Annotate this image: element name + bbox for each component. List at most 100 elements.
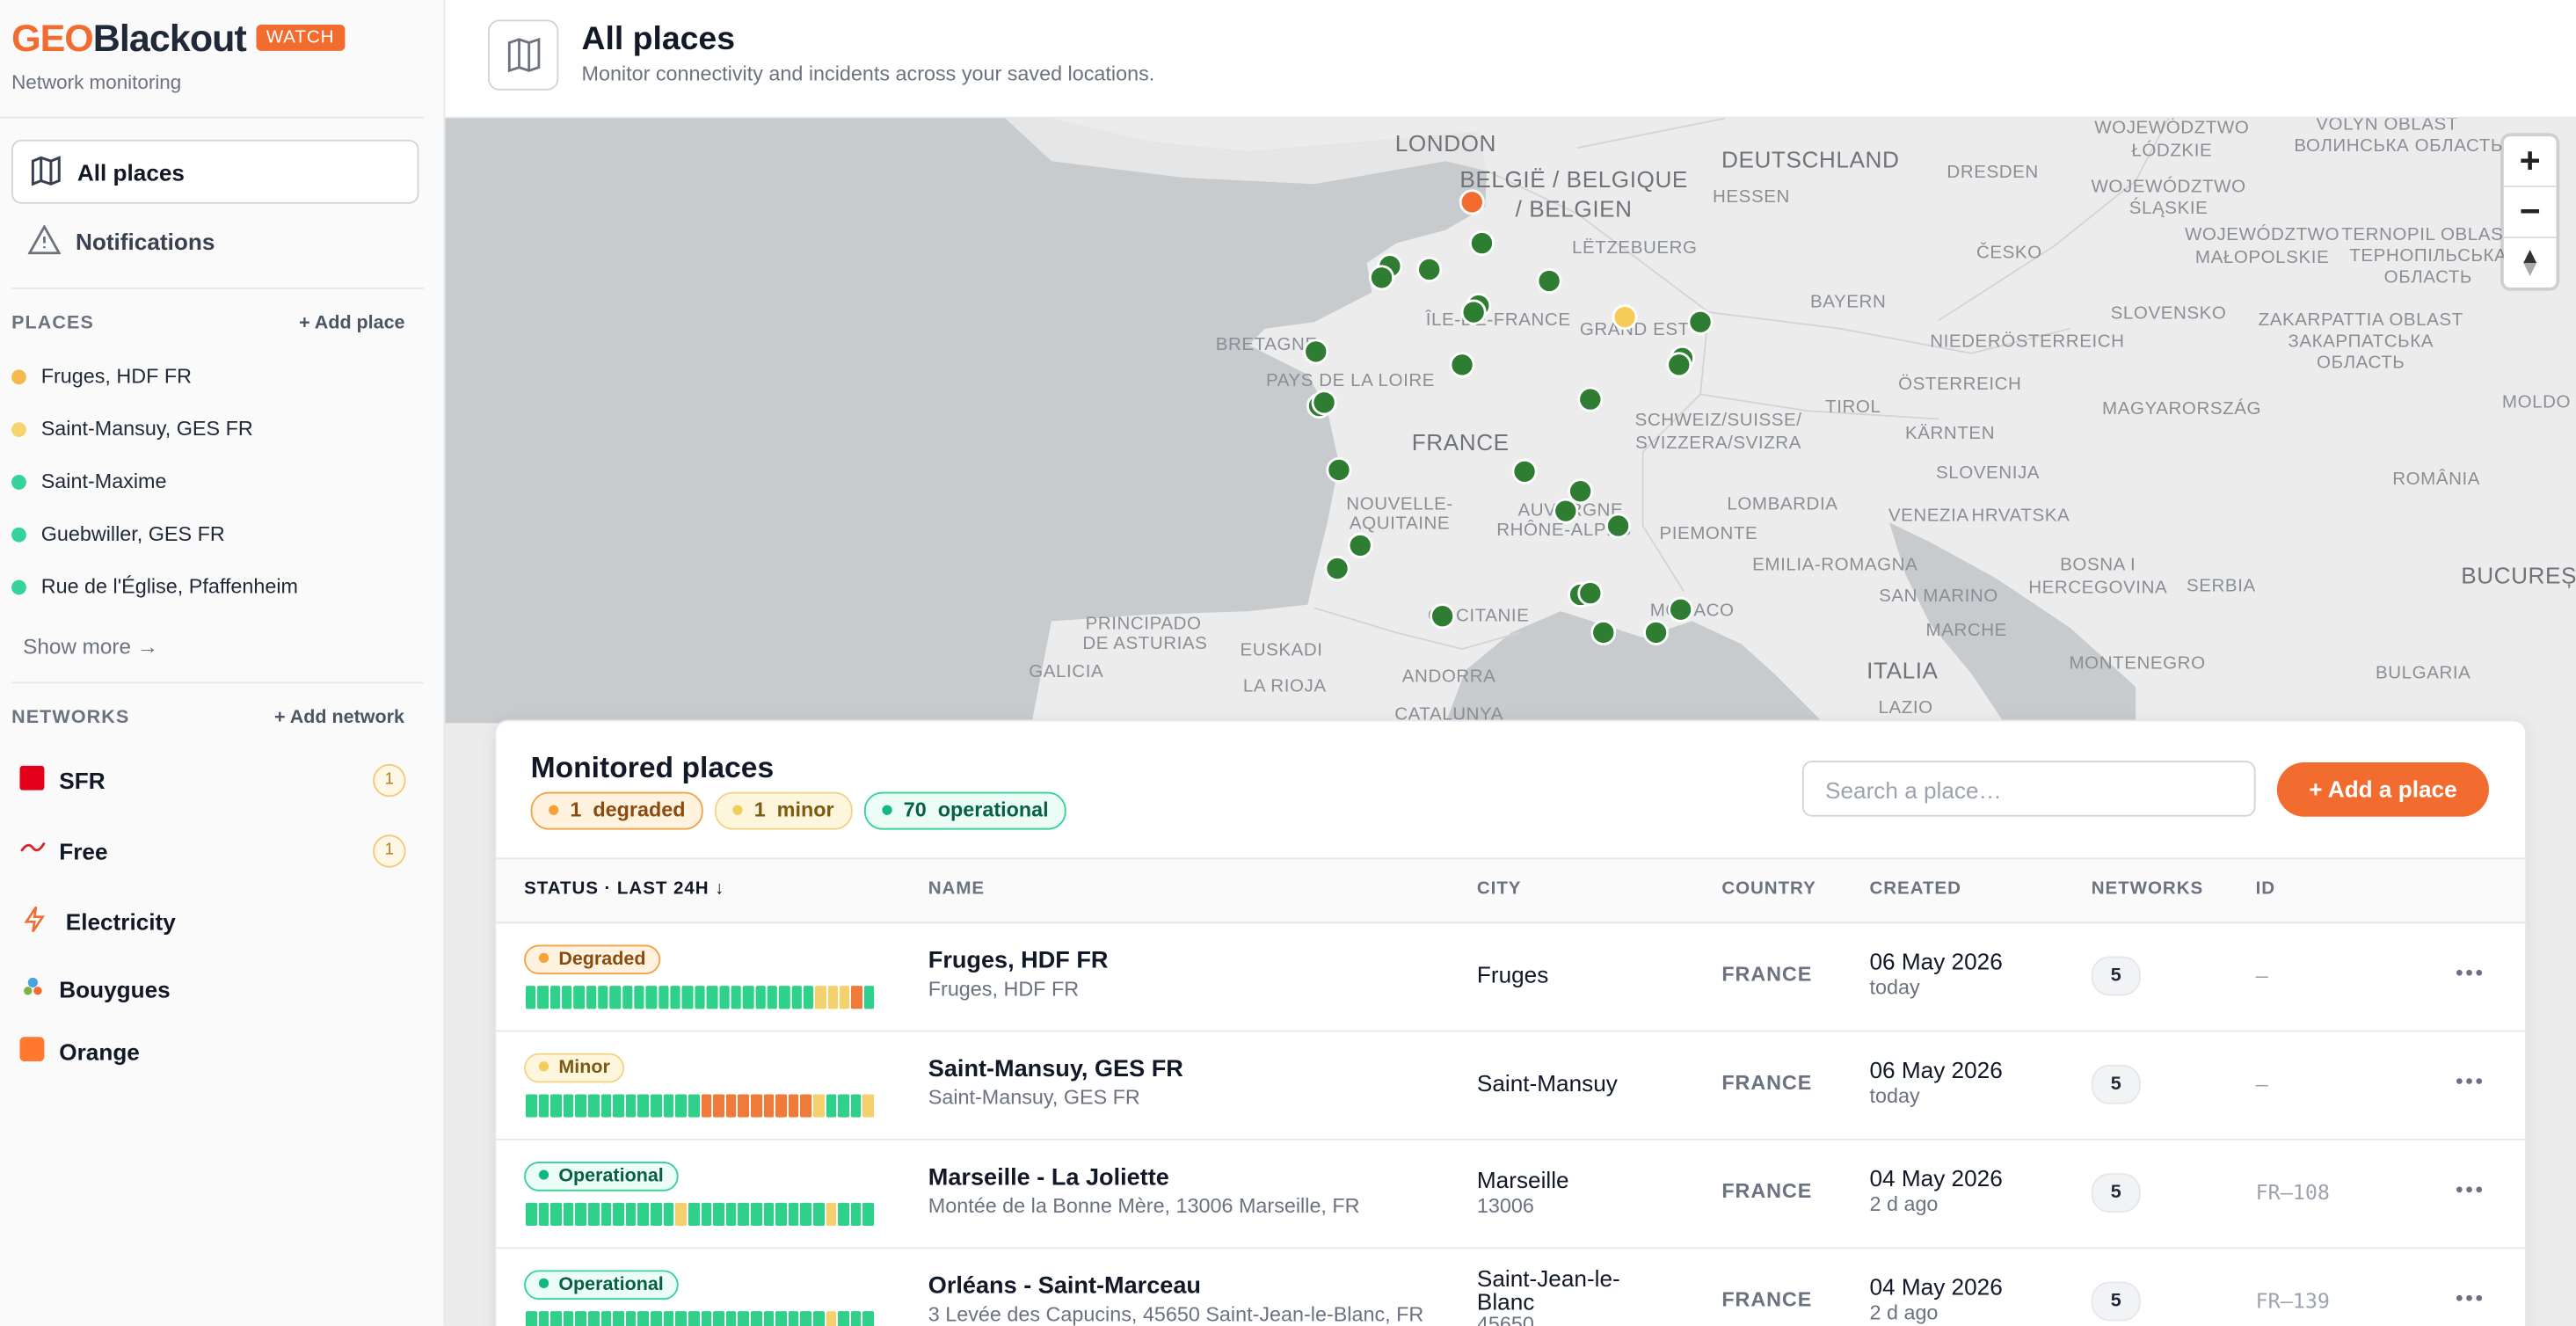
row-menu-button[interactable] bbox=[2455, 957, 2485, 987]
row-menu-button[interactable] bbox=[2455, 1282, 2485, 1312]
add-place-link[interactable]: + Add place bbox=[299, 313, 405, 334]
map-label: EMILIA-ROMAGNA bbox=[1752, 554, 1917, 574]
place-item[interactable]: Fruges, HDF FR bbox=[11, 365, 192, 388]
column-header[interactable]: CITY bbox=[1476, 878, 1522, 900]
table-row[interactable]: Minor Saint-Mansuy, GES FR Saint-Mansuy, G… bbox=[496, 1031, 2526, 1140]
history-segment bbox=[550, 1094, 562, 1118]
marker-operational[interactable] bbox=[1643, 619, 1670, 645]
map-label: BELGIË / BELGIQUE bbox=[1459, 166, 1688, 193]
column-header[interactable]: COUNTRY bbox=[1721, 878, 1816, 900]
column-header[interactable]: STATUS · LAST 24H ↓ bbox=[524, 878, 725, 900]
decoration bbox=[2466, 1294, 2472, 1301]
map-label: WOJEWÓDZTWO bbox=[2094, 119, 2249, 138]
column-header[interactable]: NETWORKS bbox=[2091, 878, 2204, 900]
marker-operational[interactable] bbox=[1347, 532, 1373, 558]
marker-degraded[interactable] bbox=[1459, 189, 1485, 215]
marker-operational[interactable] bbox=[1553, 498, 1579, 524]
place-name[interactable]: Orléans - Saint-Marceau bbox=[928, 1273, 1201, 1300]
marker-operational[interactable] bbox=[1590, 619, 1617, 645]
marker-operational[interactable] bbox=[1666, 352, 1692, 378]
marker-operational[interactable] bbox=[1605, 513, 1632, 539]
marker-operational[interactable] bbox=[1449, 352, 1475, 378]
table-row[interactable]: Operational Marseille - La Joliette Montée… bbox=[496, 1139, 2526, 1250]
add-place-button[interactable]: + Add a place bbox=[2276, 762, 2489, 817]
add-network-link[interactable]: + Add network bbox=[274, 708, 404, 728]
network-name[interactable]: Bouygues bbox=[59, 975, 171, 1002]
status-pill: Degraded bbox=[524, 944, 661, 975]
marker-operational[interactable] bbox=[1668, 596, 1694, 623]
place-name[interactable]: Saint-Mansuy, GES FR bbox=[928, 1056, 1183, 1083]
marker-operational[interactable] bbox=[1469, 230, 1495, 257]
history-segment bbox=[637, 1202, 650, 1226]
place-item[interactable]: Rue de l'Église, Pfaffenheim bbox=[11, 575, 298, 598]
map-label: KÄRNTEN bbox=[1905, 423, 1995, 443]
nav-item[interactable]: All places bbox=[11, 139, 419, 204]
table-row[interactable]: Operational Orléans - Saint-Marceau 3 Levé… bbox=[496, 1247, 2525, 1326]
network-name[interactable]: Orange bbox=[59, 1038, 140, 1065]
marker-operational[interactable] bbox=[1511, 458, 1538, 484]
history-segment bbox=[812, 1311, 825, 1326]
zoom-out-button[interactable]: − bbox=[2503, 187, 2557, 238]
marker-operational[interactable] bbox=[1430, 603, 1456, 630]
map-markers[interactable] bbox=[1303, 189, 1714, 645]
map-label: LONDON bbox=[1395, 130, 1496, 157]
table-row[interactable]: Degraded Fruges, HDF FR Fruges, HDF FR Frug… bbox=[496, 922, 2526, 1032]
network-name[interactable]: SFR bbox=[59, 767, 106, 794]
marker-operational[interactable] bbox=[1326, 456, 1352, 483]
header-icon bbox=[487, 19, 559, 91]
history-segment bbox=[862, 1311, 875, 1326]
marker-operational[interactable] bbox=[1369, 265, 1394, 291]
history-segment bbox=[754, 986, 766, 1009]
brand-prefix: GEO bbox=[11, 16, 94, 60]
history-segment bbox=[750, 1311, 762, 1326]
history-segment bbox=[738, 1094, 750, 1118]
compass-button[interactable] bbox=[2504, 238, 2557, 288]
place-name[interactable]: Fruges, HDF FR bbox=[928, 948, 1109, 975]
zoom-in-button[interactable]: + bbox=[2503, 136, 2557, 188]
row-menu-button[interactable] bbox=[2455, 1173, 2485, 1203]
map-label: MAŁOPOLSKIE bbox=[2195, 247, 2329, 267]
network-count: 5 bbox=[2091, 1064, 2141, 1104]
marker-operational[interactable] bbox=[1416, 256, 1443, 282]
history-segment bbox=[575, 1202, 587, 1226]
show-more-link[interactable]: Show more → bbox=[23, 634, 159, 659]
status-dot bbox=[538, 952, 549, 964]
column-header[interactable]: CREATED bbox=[1869, 878, 1961, 900]
zoom-control: + − bbox=[2503, 136, 2557, 288]
place-item[interactable]: Saint-Mansuy, GES FR bbox=[11, 418, 253, 441]
status-label: Degraded bbox=[558, 950, 646, 970]
history-segment bbox=[688, 1311, 700, 1326]
brand-name: Blackout bbox=[92, 16, 247, 60]
status-dot bbox=[538, 1278, 549, 1288]
marker-operational[interactable] bbox=[1568, 478, 1594, 505]
marker-operational[interactable] bbox=[1577, 386, 1604, 412]
marker-operational[interactable] bbox=[1687, 309, 1714, 335]
marker-operational[interactable] bbox=[1311, 390, 1337, 416]
history-segment bbox=[800, 1094, 812, 1118]
column-header[interactable]: ID bbox=[2255, 878, 2276, 900]
search-input[interactable]: Search a place… bbox=[1801, 761, 2256, 817]
status-pill: Operational bbox=[524, 1162, 679, 1191]
map-label: ČESKO bbox=[1976, 242, 2042, 262]
marker-operational[interactable] bbox=[1536, 268, 1562, 295]
history-segment bbox=[838, 1202, 849, 1226]
status-dot bbox=[11, 527, 26, 543]
alert-icon bbox=[27, 225, 62, 255]
place-item[interactable]: Saint-Maxime bbox=[11, 470, 167, 493]
marker-minor[interactable] bbox=[1612, 304, 1638, 331]
nav-item[interactable]: Notifications bbox=[11, 210, 416, 271]
row-menu-button[interactable] bbox=[2455, 1065, 2485, 1095]
marker-operational[interactable] bbox=[1577, 580, 1604, 607]
place-name[interactable]: Marseille - La Joliette bbox=[928, 1164, 1169, 1191]
marker-operational[interactable] bbox=[1324, 556, 1350, 582]
network-name[interactable]: Free bbox=[59, 837, 108, 864]
column-header[interactable]: NAME bbox=[928, 878, 986, 900]
map-label: MONTENEGRO bbox=[2069, 653, 2205, 674]
network-name[interactable]: Electricity bbox=[65, 908, 176, 936]
marker-operational[interactable] bbox=[1460, 299, 1487, 325]
map-label: SERBIA bbox=[2187, 576, 2256, 596]
place-item[interactable]: Guebwiller, GES FR bbox=[11, 522, 225, 545]
history-segment bbox=[862, 1202, 875, 1226]
sea bbox=[1445, 611, 1824, 724]
marker-operational[interactable] bbox=[1303, 339, 1329, 365]
